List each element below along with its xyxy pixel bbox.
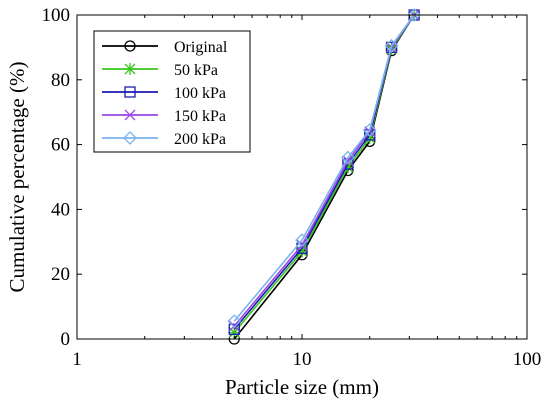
data-point: [228, 320, 240, 332]
data-point: [407, 8, 422, 22]
series-layer: [227, 8, 422, 345]
legend-label: 100 kPa: [174, 85, 226, 102]
legend-item: 200 kPa: [102, 131, 226, 148]
legend-label: 200 kPa: [174, 131, 226, 148]
legend-marker: [124, 109, 136, 121]
legend-label: 150 kPa: [174, 108, 226, 125]
data-point: [341, 161, 354, 174]
data-point: [341, 150, 355, 165]
y-tick-label: 20: [51, 264, 70, 285]
legend-label: 50 kPa: [174, 62, 218, 79]
x-tick-label: 100: [513, 349, 542, 370]
legend: Original 50 kPa 100 kPa 150 kPa 200 kPa: [93, 30, 251, 153]
legend-item: 100 kPa: [102, 85, 226, 102]
series-2: [228, 9, 420, 335]
series-1: [228, 9, 421, 339]
data-point: [363, 132, 376, 145]
legend-marker: [123, 131, 137, 145]
data-point: [228, 323, 240, 335]
legend-marker: [124, 63, 136, 75]
y-tick-label: 100: [42, 5, 71, 26]
legend-item: 150 kPa: [102, 108, 226, 125]
legend-marker: [124, 40, 136, 52]
legend-label: Original: [174, 39, 228, 56]
data-point: [296, 245, 308, 258]
data-point: [384, 38, 399, 53]
data-point: [227, 314, 242, 329]
x-axis-title: Particle size (mm): [225, 375, 379, 399]
data-point: [296, 239, 308, 251]
ticks-layer: 1 10 100 0 20 40 60 80 100: [42, 5, 542, 370]
y-tick-label: 0: [61, 329, 71, 350]
series-3: [228, 9, 420, 332]
series-4: [227, 8, 422, 329]
legend-marker: [124, 86, 136, 98]
data-point: [362, 123, 377, 137]
data-point: [296, 242, 308, 254]
y-tick-label: 40: [51, 199, 70, 220]
data-point: [295, 233, 309, 248]
y-axis-title: Cumulative percentage (%): [5, 62, 29, 293]
legend-item: Original: [102, 39, 228, 56]
y-tick-label: 80: [51, 70, 70, 91]
y-tick-label: 60: [51, 135, 70, 156]
legend-item: 50 kPa: [102, 62, 218, 79]
x-tick-label: 10: [293, 349, 312, 370]
x-tick-label: 1: [72, 349, 82, 370]
series-line: [233, 14, 415, 322]
data-point: [228, 326, 241, 339]
